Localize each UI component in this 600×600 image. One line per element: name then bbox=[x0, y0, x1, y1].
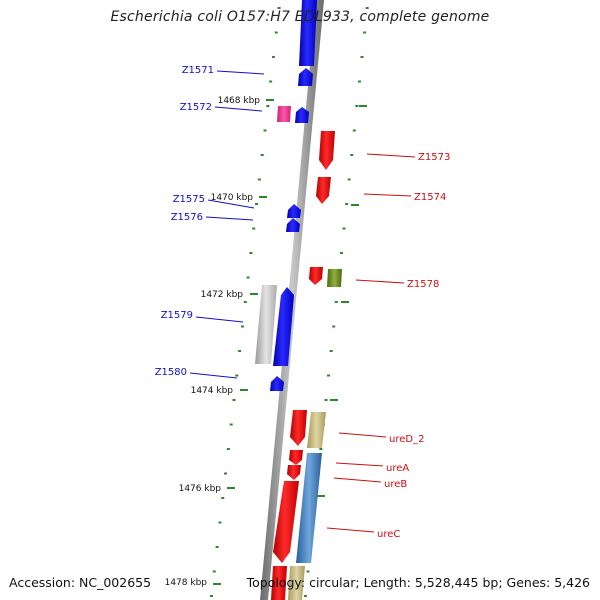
left-tick-track bbox=[209, 7, 281, 597]
label-leader bbox=[355, 279, 405, 284]
gene-reverse bbox=[289, 450, 303, 465]
gene-label[interactable]: Z1573 bbox=[418, 152, 450, 163]
label-leader bbox=[338, 432, 387, 438]
right-gene-labels: Z1573 Z1574 Z1578 ureD_2 ureA ureB ureC bbox=[326, 152, 450, 540]
gene-label[interactable]: ureD_2 bbox=[389, 434, 424, 445]
gene-pink bbox=[277, 106, 291, 122]
gene-olive bbox=[327, 269, 342, 287]
accession-text: Accession: NC_002655 bbox=[9, 575, 152, 590]
label-leader bbox=[189, 372, 238, 379]
label-leader bbox=[205, 216, 254, 221]
gene-grey bbox=[255, 285, 277, 364]
label-leader bbox=[207, 199, 255, 209]
label-leader bbox=[216, 70, 265, 75]
gene-forward bbox=[295, 107, 309, 123]
gene-label[interactable]: Z1576 bbox=[171, 212, 203, 223]
gene-label[interactable]: ureA bbox=[386, 463, 409, 474]
label-leader bbox=[366, 153, 416, 158]
label-leader bbox=[335, 462, 384, 467]
gene-label[interactable]: Z1572 bbox=[180, 102, 212, 113]
gene-reverse bbox=[273, 481, 299, 563]
genome-summary-text: Topology: circular; Length: 5,528,445 bp… bbox=[246, 575, 590, 590]
label-leader bbox=[333, 477, 382, 483]
kbp-tick-label: 1476 kbp bbox=[179, 484, 222, 494]
kbp-tick-label: 1474 kbp bbox=[191, 386, 234, 396]
gene-forward bbox=[286, 218, 300, 232]
right-kbp-ticks bbox=[317, 105, 367, 497]
gene-reverse bbox=[309, 267, 323, 285]
label-leader bbox=[214, 106, 263, 112]
kbp-tick-label: 1472 kbp bbox=[201, 290, 244, 300]
gene-reverse bbox=[287, 465, 301, 480]
label-leader bbox=[326, 527, 375, 533]
gene-label[interactable]: Z1574 bbox=[414, 192, 446, 203]
kbp-tick-label: 1470 kbp bbox=[211, 193, 254, 203]
gene-reverse bbox=[271, 566, 287, 600]
gene-steel bbox=[296, 453, 322, 563]
gene-khaki bbox=[307, 412, 326, 448]
gene-features bbox=[255, 0, 342, 600]
gene-label[interactable]: ureB bbox=[384, 479, 407, 490]
label-leader bbox=[363, 193, 412, 197]
kbp-ticks: 1468 kbp 1470 kbp 1472 kbp 1474 kbp 1476… bbox=[165, 96, 274, 588]
gene-label[interactable]: Z1579 bbox=[161, 310, 193, 321]
gene-forward bbox=[298, 68, 313, 86]
left-gene-labels: Z1571 Z1572 Z1575 Z1576 Z1579 Z1580 bbox=[155, 65, 265, 379]
gene-reverse bbox=[316, 177, 331, 204]
gene-khaki bbox=[288, 566, 305, 600]
gene-reverse bbox=[290, 410, 307, 446]
gene-forward bbox=[270, 376, 284, 391]
label-leader bbox=[195, 316, 244, 323]
map-title: Escherichia coli O157:H7 EDL933, complet… bbox=[110, 9, 490, 25]
gene-label[interactable]: Z1571 bbox=[182, 65, 214, 76]
gene-forward bbox=[287, 204, 301, 218]
gene-label[interactable]: Z1580 bbox=[155, 367, 187, 378]
gene-reverse bbox=[319, 131, 335, 170]
gene-forward bbox=[299, 0, 317, 66]
gene-label[interactable]: Z1578 bbox=[407, 279, 439, 290]
kbp-tick-label: 1468 kbp bbox=[218, 96, 261, 106]
gene-label[interactable]: Z1575 bbox=[173, 194, 205, 205]
gene-forward bbox=[273, 287, 294, 366]
gene-label[interactable]: ureC bbox=[377, 529, 400, 540]
kbp-tick-label: 1478 kbp bbox=[165, 578, 208, 588]
